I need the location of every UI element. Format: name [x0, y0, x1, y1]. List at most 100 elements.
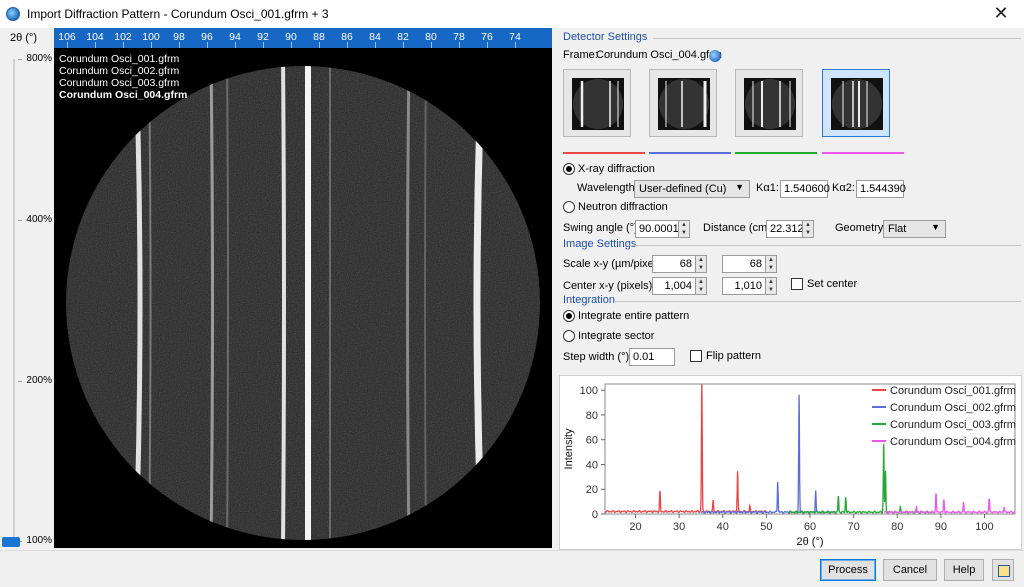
- set-center-checkbox[interactable]: [791, 278, 803, 290]
- xray-diffraction-label: X-ray diffraction: [578, 163, 655, 175]
- neutron-diffraction-label: Neutron diffraction: [578, 201, 668, 213]
- scale-y-field[interactable]: 68: [722, 255, 766, 273]
- stepper-arrows-icon[interactable]: ▲ ▼: [695, 277, 707, 295]
- x-tick-label: 80: [891, 521, 903, 533]
- wavelength-value: User-defined (Cu): [639, 183, 727, 195]
- ruler-tick-label: 88: [313, 31, 325, 43]
- stepper-arrows-icon[interactable]: ▲ ▼: [695, 255, 707, 273]
- scale-x-stepper[interactable]: 68 ▲ ▼: [652, 255, 707, 273]
- ruler-tick: [347, 42, 348, 48]
- frame-file-item[interactable]: Corundum Osci_004.gfrm: [59, 89, 188, 101]
- ruler-tick-label: 76: [481, 31, 493, 43]
- ruler-tick: [263, 42, 264, 48]
- close-icon[interactable]: ✕: [993, 3, 1009, 23]
- zoom-label: 200%: [26, 375, 52, 386]
- swing-angle-stepper[interactable]: 90.0001 ▲ ▼: [635, 220, 690, 238]
- zoom-slider-track[interactable]: [13, 59, 15, 544]
- integrate-sector-radio[interactable]: [563, 330, 575, 342]
- ruler-tick: [179, 42, 180, 48]
- ruler-tick: [431, 42, 432, 48]
- swing-angle-field[interactable]: 90.0001: [635, 220, 679, 238]
- ruler-tick-label: 92: [257, 31, 269, 43]
- ruler-tick-label: 74: [509, 31, 521, 43]
- detector-image[interactable]: Corundum Osci_001.gfrm Corundum Osci_002.…: [54, 48, 552, 548]
- set-center-label: Set center: [807, 278, 858, 290]
- wavelength-select[interactable]: User-defined (Cu) ▼: [634, 180, 750, 198]
- ruler-tick-label: 106: [58, 31, 76, 43]
- geometry-select[interactable]: Flat ▼: [883, 220, 946, 238]
- ruler-tick: [123, 42, 124, 48]
- y-tick-label: 20: [586, 484, 598, 496]
- stepper-arrows-icon[interactable]: ▲ ▼: [802, 220, 814, 238]
- help-button[interactable]: Help: [944, 559, 984, 581]
- frame-file-list: Corundum Osci_001.gfrm Corundum Osci_002.…: [59, 53, 187, 101]
- legend-entry: Corundum Osci_001.gfrm: [890, 385, 1016, 397]
- step-width-field[interactable]: 0.01: [629, 348, 675, 366]
- zoom-label: 100%: [26, 535, 52, 546]
- wavelength-label: Wavelength:: [577, 182, 638, 194]
- button-bar: Process Cancel Help: [0, 550, 1024, 587]
- refresh-icon[interactable]: [709, 50, 721, 62]
- ruler-tick: [375, 42, 376, 48]
- thumbnail-image: [658, 78, 710, 130]
- process-button[interactable]: Process: [820, 559, 876, 581]
- chevron-down-icon: ▼: [931, 222, 940, 232]
- center-label: Center x-y (pixels):: [563, 280, 656, 292]
- image-settings-heading: Image Settings: [563, 238, 637, 250]
- ruler-tick: [151, 42, 152, 48]
- zoom-tick: [18, 541, 22, 542]
- zoom-label: 400%: [26, 214, 52, 225]
- ruler-tick: [487, 42, 488, 48]
- thumbnail-image: [744, 78, 796, 130]
- distance-label: Distance (cm):: [703, 222, 774, 234]
- center-x-stepper[interactable]: 1,004 ▲ ▼: [652, 277, 707, 295]
- neutron-diffraction-radio[interactable]: [563, 201, 575, 213]
- ruler-tick: [67, 42, 68, 48]
- settings-tool-icon[interactable]: [992, 559, 1014, 581]
- scale-x-field[interactable]: 68: [652, 255, 696, 273]
- frame-file-item[interactable]: Corundum Osci_002.gfrm: [59, 65, 180, 77]
- frame-thumbnail[interactable]: [735, 69, 803, 137]
- ruler-tick: [319, 42, 320, 48]
- frame-thumbnail[interactable]: [563, 69, 631, 137]
- ruler-tick-label: 104: [86, 31, 104, 43]
- cancel-button[interactable]: Cancel: [883, 559, 937, 581]
- x-tick-label: 70: [847, 521, 859, 533]
- ruler-tick: [235, 42, 236, 48]
- ruler-tick-label: 98: [173, 31, 185, 43]
- stepper-arrows-icon[interactable]: ▲ ▼: [765, 255, 777, 273]
- geometry-value: Flat: [888, 223, 907, 235]
- frame-file-item[interactable]: Corundum Osci_003.gfrm: [59, 77, 180, 89]
- ruler-tick: [459, 42, 460, 48]
- ruler-tick-label: 90: [285, 31, 297, 43]
- center-y-field[interactable]: 1,010: [722, 277, 766, 295]
- xray-diffraction-radio[interactable]: [563, 163, 575, 175]
- two-theta-ruler: 106 104 102 100 98 96 94 92 90 88 86 84 82 80 78 76 74: [54, 28, 552, 48]
- distance-stepper[interactable]: 22.312 ▲ ▼: [766, 220, 814, 238]
- center-y-stepper[interactable]: 1,010 ▲ ▼: [722, 277, 777, 295]
- frame-thumbnail[interactable]: [822, 69, 890, 137]
- frame-thumbnail[interactable]: [649, 69, 717, 137]
- integration-heading: Integration: [563, 294, 615, 306]
- legend-entry: Corundum Osci_004.gfrm: [890, 436, 1016, 448]
- x-tick-label: 40: [717, 521, 729, 533]
- flip-pattern-checkbox[interactable]: [690, 350, 702, 362]
- distance-field[interactable]: 22.312: [766, 220, 804, 238]
- center-x-field[interactable]: 1,004: [652, 277, 696, 295]
- ka2-field[interactable]: 1.544390: [856, 180, 906, 198]
- series-line: [604, 383, 767, 514]
- ruler-tick-label: 96: [201, 31, 213, 43]
- frame-file-item[interactable]: Corundum Osci_001.gfrm: [59, 53, 180, 65]
- ruler-tick-label: 80: [425, 31, 437, 43]
- ruler-tick-label: 82: [397, 31, 409, 43]
- integrated-pattern-chart[interactable]: 0 20 40 60 80 100 20 30 40 50 60 70 80 90 100 2θ (°) Int…: [559, 375, 1022, 550]
- zoom-slider-thumb[interactable]: [2, 537, 20, 547]
- plot-frame: [604, 383, 1016, 515]
- stepper-arrows-icon[interactable]: ▲ ▼: [765, 277, 777, 295]
- integrate-entire-radio[interactable]: [563, 310, 575, 322]
- frame-color-swatch: [822, 152, 904, 154]
- divider: [615, 301, 1021, 302]
- stepper-arrows-icon[interactable]: ▲ ▼: [678, 220, 690, 238]
- scale-y-stepper[interactable]: 68 ▲ ▼: [722, 255, 777, 273]
- ka1-field[interactable]: 1.540600: [780, 180, 830, 198]
